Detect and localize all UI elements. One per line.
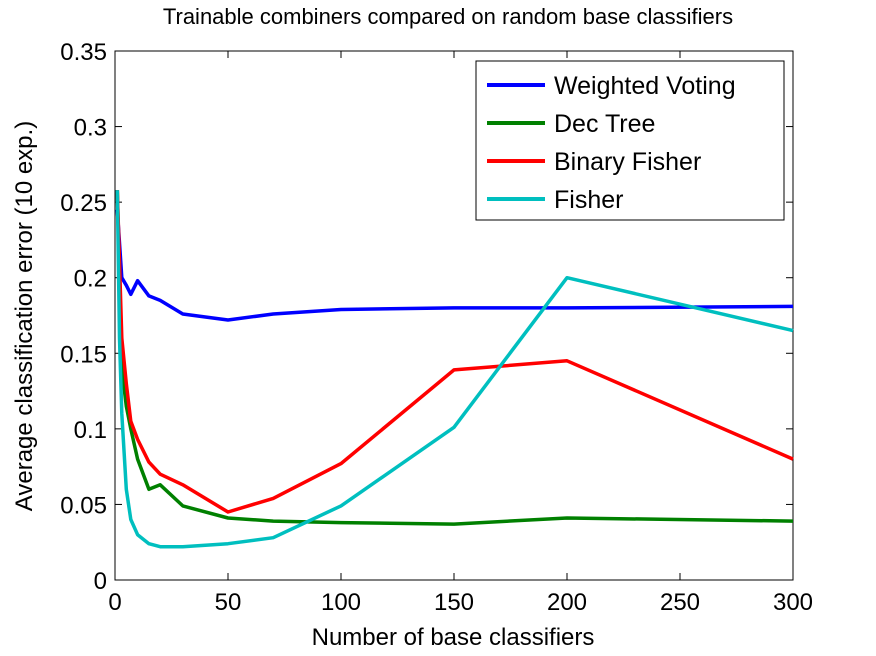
legend-label-fisher: Fisher [554, 186, 623, 214]
x-tick-label: 150 [434, 589, 474, 616]
series-line-weighted-voting [115, 209, 794, 322]
y-tick-label: 0.35 [60, 39, 107, 66]
y-tick-label: 0.15 [60, 341, 107, 368]
x-axis-label: Number of base classifiers [312, 624, 595, 651]
y-tick-label: 0.2 [74, 266, 107, 293]
chart-title: Trainable combiners compared on random b… [163, 4, 733, 29]
series-layer [115, 190, 794, 549]
x-tick-label: 300 [773, 589, 813, 616]
x-tick-label: 250 [660, 589, 700, 616]
y-tick-label: 0.3 [74, 115, 107, 142]
x-axis: 0 50 100 150 200 250 300 [108, 51, 813, 616]
y-axis-label: Average classification error (10 exp.) [11, 121, 38, 511]
legend-label-weighted-voting: Weighted Voting [554, 72, 736, 100]
y-tick-label: 0.25 [60, 190, 107, 217]
x-tick-label: 200 [547, 589, 587, 616]
y-tick-label: 0.1 [74, 417, 107, 444]
y-tick-label: 0 [94, 568, 107, 595]
legend: Weighted Voting Dec Tree Binary Fisher Fish… [475, 60, 785, 221]
x-tick-label: 100 [321, 589, 361, 616]
x-tick-label: 50 [215, 589, 242, 616]
x-tick-label: 0 [108, 589, 121, 616]
series-line-dec-tree [115, 190, 794, 526]
y-tick-label: 0.05 [60, 492, 107, 519]
legend-label-binary-fisher: Binary Fisher [554, 148, 701, 176]
series-line-binary-fisher [115, 190, 794, 514]
legend-label-dec-tree: Dec Tree [554, 110, 655, 138]
y-axis: 0 0.05 0.1 0.15 0.2 0.25 0.3 0.35 [60, 39, 793, 595]
series-line-fisher [115, 190, 794, 549]
legend-box [475, 60, 785, 221]
